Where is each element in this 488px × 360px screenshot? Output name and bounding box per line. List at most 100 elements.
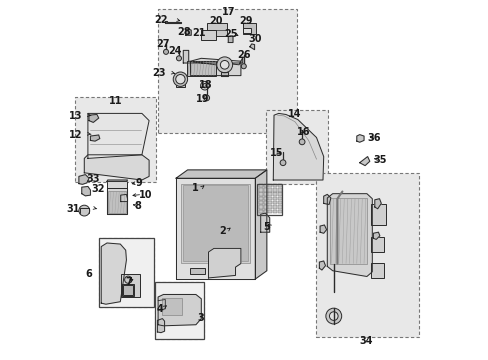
Bar — [181, 184, 249, 263]
Polygon shape — [81, 186, 90, 196]
Polygon shape — [90, 135, 100, 141]
Text: 29: 29 — [239, 16, 252, 26]
Bar — [243, 28, 251, 33]
Text: 4: 4 — [157, 303, 163, 314]
Bar — [268, 210, 272, 213]
Bar — [186, 61, 215, 76]
Bar — [258, 184, 263, 187]
Text: 7: 7 — [125, 277, 131, 287]
Circle shape — [216, 57, 232, 73]
Polygon shape — [221, 72, 228, 76]
Bar — [263, 197, 267, 200]
Bar — [272, 192, 276, 196]
Bar — [206, 23, 226, 36]
Polygon shape — [273, 113, 323, 180]
Bar — [122, 284, 134, 296]
Bar — [263, 184, 267, 187]
Text: 20: 20 — [208, 16, 222, 26]
Circle shape — [280, 160, 285, 166]
Polygon shape — [323, 194, 330, 204]
Text: 36: 36 — [367, 133, 380, 143]
Bar — [155, 282, 204, 339]
Circle shape — [329, 312, 337, 320]
Polygon shape — [107, 180, 127, 181]
Bar — [242, 23, 256, 34]
Bar — [183, 185, 247, 261]
Bar — [370, 204, 385, 225]
Bar — [263, 192, 267, 196]
Text: 6: 6 — [86, 269, 92, 279]
Bar — [268, 201, 272, 204]
Polygon shape — [121, 194, 127, 202]
Bar — [121, 274, 140, 297]
Polygon shape — [249, 44, 254, 50]
Circle shape — [163, 49, 168, 54]
Polygon shape — [157, 319, 164, 333]
Circle shape — [176, 56, 181, 61]
Bar — [277, 197, 281, 200]
Bar — [272, 197, 276, 200]
Polygon shape — [359, 157, 369, 166]
Bar — [277, 188, 281, 192]
Polygon shape — [107, 188, 127, 214]
Text: 16: 16 — [296, 127, 309, 137]
Polygon shape — [183, 50, 242, 65]
Polygon shape — [320, 225, 326, 233]
Text: 35: 35 — [373, 155, 386, 165]
Bar — [277, 192, 281, 196]
Bar — [272, 201, 276, 204]
Bar — [277, 210, 281, 213]
Bar — [277, 201, 281, 204]
Polygon shape — [164, 21, 181, 23]
Polygon shape — [185, 29, 191, 35]
Polygon shape — [88, 113, 149, 158]
Circle shape — [203, 95, 209, 101]
Text: 22: 22 — [154, 15, 168, 25]
Text: 18: 18 — [199, 80, 212, 90]
Polygon shape — [356, 135, 363, 142]
Bar — [370, 263, 383, 278]
Polygon shape — [255, 170, 266, 279]
Bar — [277, 184, 281, 187]
Bar — [158, 9, 296, 133]
Circle shape — [124, 276, 132, 283]
Polygon shape — [373, 232, 379, 239]
Bar — [108, 191, 126, 213]
Polygon shape — [190, 58, 241, 76]
Polygon shape — [176, 178, 255, 279]
Polygon shape — [79, 175, 89, 184]
Circle shape — [200, 81, 209, 90]
Polygon shape — [84, 155, 149, 180]
Bar — [99, 238, 154, 307]
Text: 21: 21 — [192, 28, 206, 38]
Polygon shape — [326, 194, 371, 276]
Bar — [272, 184, 276, 187]
Text: 3: 3 — [197, 312, 203, 323]
Bar — [99, 238, 154, 307]
Bar — [277, 205, 281, 209]
Bar — [258, 197, 263, 200]
Text: 12: 12 — [69, 130, 82, 140]
Bar — [258, 188, 263, 192]
Polygon shape — [228, 36, 232, 42]
Bar — [258, 192, 263, 196]
Bar — [176, 80, 184, 87]
Polygon shape — [260, 213, 269, 232]
Text: 23: 23 — [151, 68, 165, 78]
Bar — [107, 181, 126, 188]
Text: 31: 31 — [66, 204, 80, 214]
Bar — [155, 282, 204, 339]
Text: 32: 32 — [91, 184, 104, 194]
Text: 27: 27 — [156, 39, 169, 49]
Bar — [190, 268, 204, 274]
Bar — [268, 184, 272, 187]
Bar — [258, 210, 263, 213]
Bar — [162, 298, 182, 315]
Bar — [75, 97, 156, 182]
Text: 19: 19 — [196, 94, 209, 104]
Bar — [263, 210, 267, 213]
Polygon shape — [101, 243, 126, 304]
Text: 8: 8 — [134, 201, 141, 211]
Text: 1: 1 — [191, 183, 198, 193]
Bar — [268, 192, 272, 196]
